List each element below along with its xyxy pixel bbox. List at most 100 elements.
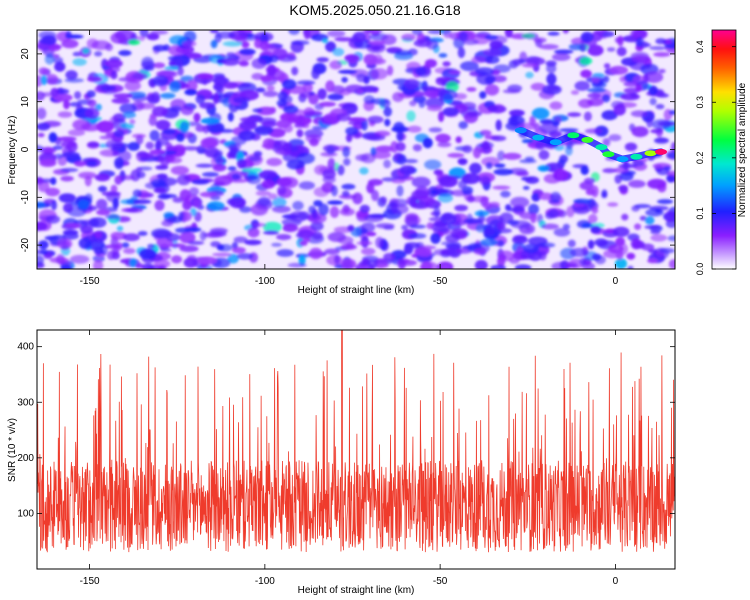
noise-blob [426, 105, 443, 112]
noise-blob [179, 245, 199, 253]
noise-blob [440, 212, 457, 225]
noise-blob [442, 107, 459, 117]
noise-blob [606, 47, 616, 52]
noise-blob [521, 63, 539, 68]
noise-blob [484, 227, 496, 236]
noise-blob [122, 233, 140, 242]
noise-blob [37, 177, 44, 184]
noise-blob [359, 85, 379, 93]
noise-blob [38, 240, 49, 250]
noise-blob [206, 201, 225, 211]
noise-blob [397, 259, 406, 269]
noise-blob [237, 82, 257, 93]
noise-blob [485, 84, 500, 96]
noise-blob [438, 111, 445, 123]
noise-blob [339, 207, 355, 216]
noise-blob [250, 203, 268, 216]
noise-blob [104, 244, 121, 249]
signal-track [514, 126, 667, 163]
noise-blob [504, 30, 513, 38]
noise-blob [345, 126, 359, 136]
noise-blob [359, 204, 370, 214]
noise-blob [617, 35, 624, 47]
noise-blob [37, 201, 46, 209]
noise-blob [530, 213, 537, 224]
noise-blob [525, 71, 534, 79]
noise-blob [57, 136, 77, 142]
noise-blob [286, 159, 305, 170]
noise-blob [549, 101, 563, 110]
noise-blob [538, 192, 554, 201]
noise-blob [656, 93, 669, 98]
noise-blob [156, 173, 168, 179]
noise-blob [364, 214, 384, 223]
noise-blob [221, 58, 240, 66]
noise-blob [332, 47, 345, 57]
noise-blob [269, 55, 279, 63]
noise-blob [263, 230, 279, 235]
noise-blob [86, 160, 97, 167]
noise-blob [383, 252, 395, 261]
noise-blob [473, 248, 486, 255]
noise-blob [106, 250, 116, 260]
noise-blob [481, 140, 490, 151]
noise-blob [195, 94, 206, 105]
noise-blob [210, 39, 218, 49]
noise-blob [318, 203, 329, 216]
noise-blob [367, 259, 378, 269]
noise-blob [538, 149, 550, 160]
noise-blob [179, 231, 196, 244]
noise-blob [248, 155, 262, 162]
noise-blob [255, 87, 266, 93]
noise-blob [404, 78, 419, 90]
noise-blob [268, 193, 278, 200]
x-tick-label: -100 [255, 276, 275, 287]
noise-blob [123, 248, 136, 254]
noise-blob [503, 152, 522, 160]
noise-blob [630, 110, 648, 118]
noise-blob [494, 163, 506, 168]
noise-blob [615, 250, 624, 260]
snr-y-ticks: 100 200 300 400 [17, 342, 675, 519]
noise-blob [536, 242, 556, 248]
noise-blob [425, 97, 445, 109]
noise-blob [179, 189, 191, 201]
signal-point [630, 153, 643, 160]
noise-blob [584, 128, 603, 134]
noise-blob [132, 73, 148, 80]
noise-blob [485, 55, 500, 64]
noise-blob [201, 172, 219, 177]
noise-blob [623, 81, 640, 87]
noise-blob [649, 97, 657, 106]
noise-blob [413, 39, 432, 48]
noise-blob [39, 248, 48, 255]
y-tick-label: 300 [17, 397, 34, 408]
noise-blob [641, 243, 655, 251]
noise-blob [193, 112, 201, 123]
noise-blob [210, 195, 221, 201]
noise-blob [299, 91, 312, 98]
signal-point [567, 132, 580, 139]
noise-blob [100, 84, 117, 92]
noise-blob [636, 36, 644, 46]
noise-blob [391, 179, 406, 184]
noise-blob [63, 203, 73, 213]
noise-blob [602, 138, 611, 147]
snr-frame [36, 329, 676, 570]
noise-blob [545, 60, 557, 67]
noise-blob [401, 33, 416, 42]
noise-blob [497, 150, 506, 161]
colorbar-tick-label: 0.0 [695, 263, 705, 276]
noise-blob [298, 181, 315, 190]
noise-blob [430, 189, 438, 195]
noise-blob [472, 146, 482, 159]
noise-blob [411, 201, 430, 209]
noise-blob [159, 193, 178, 199]
noise-blob [222, 81, 239, 89]
noise-blob [213, 75, 228, 87]
noise-blob [166, 157, 183, 164]
x-tick-label: -150 [80, 576, 100, 587]
noise-blob [562, 223, 571, 230]
noise-blob [160, 247, 172, 253]
noise-blob [422, 137, 433, 149]
